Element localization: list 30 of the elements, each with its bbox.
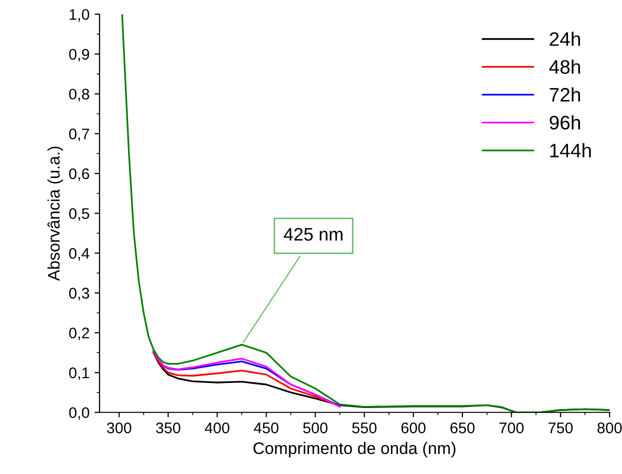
x-tick-label: 650 bbox=[450, 422, 475, 434]
y-tick-label: 0,0 bbox=[69, 407, 90, 420]
x-tick-label: 800 bbox=[597, 422, 622, 434]
x-tick-label: 700 bbox=[500, 422, 524, 434]
y-tick-label: 0,1 bbox=[69, 367, 90, 380]
legend-label: 24h bbox=[550, 32, 580, 46]
annotation: 425 nm bbox=[284, 228, 342, 241]
legend-label: 72h bbox=[550, 87, 580, 102]
y-tick-label: 0,2 bbox=[69, 328, 90, 340]
y-tick-label: 0,7 bbox=[69, 128, 90, 142]
y-tick-label: 0,9 bbox=[69, 48, 90, 62]
legend-label: 48h bbox=[549, 60, 580, 74]
x-tick-label: 750 bbox=[548, 422, 573, 434]
x-tick-label: 450 bbox=[254, 422, 278, 434]
y-tick-label: 0,6 bbox=[69, 168, 90, 181]
y-axis-title: Absorvância (u.a.) bbox=[47, 146, 63, 281]
y-tick-label: 1,0 bbox=[70, 9, 90, 22]
legend-label: 96h bbox=[550, 115, 580, 130]
y-tick-label: 0,8 bbox=[69, 88, 90, 102]
y-tick-label: 0,5 bbox=[69, 208, 90, 221]
x-tick-label: 500 bbox=[303, 422, 328, 434]
x-axis-title: Comprimento de onda (nm) bbox=[254, 442, 456, 458]
x-tick-label: 300 bbox=[106, 422, 132, 434]
x-tick-label: 350 bbox=[156, 422, 180, 434]
x-tick-label: 550 bbox=[352, 422, 376, 434]
x-tick-label: 400 bbox=[204, 422, 230, 434]
y-tick-label: 0,4 bbox=[69, 248, 90, 261]
x-tick-label: 600 bbox=[401, 422, 426, 434]
legend-label: 144h bbox=[550, 143, 591, 158]
y-tick-label: 0,3 bbox=[69, 288, 90, 300]
